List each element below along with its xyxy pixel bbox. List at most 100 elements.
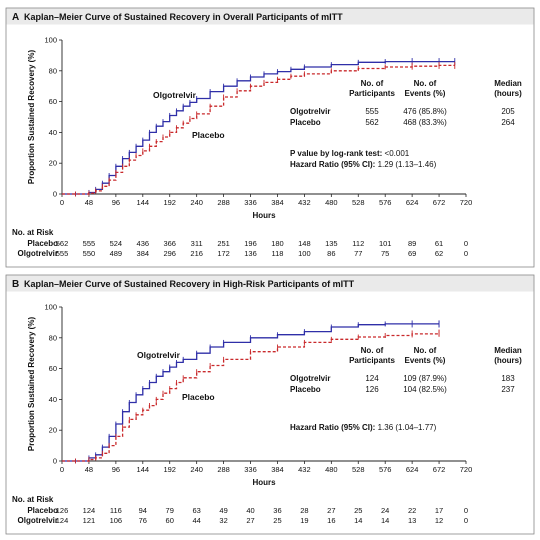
at-risk-header: No. at Risk [12, 495, 54, 504]
table-header: Median [494, 79, 522, 88]
at-risk-value: 86 [327, 249, 335, 258]
at-risk-header: No. at Risk [12, 228, 54, 237]
at-risk-value: 124 [83, 506, 96, 515]
table-header: No. of [414, 79, 437, 88]
y-axis-title: Proportion Sustained Recovery (%) [27, 317, 36, 452]
at-risk-value: 0 [464, 516, 468, 525]
x-tick-label: 576 [379, 465, 392, 474]
table-header: Participants [349, 356, 395, 365]
series-line-placebo [62, 64, 455, 195]
at-risk-value: 106 [110, 516, 123, 525]
at-risk-value: 135 [325, 239, 338, 248]
pvalue-label: P value by log-rank test: [290, 149, 382, 158]
x-tick-label: 96 [112, 465, 120, 474]
x-tick-label: 192 [163, 465, 176, 474]
at-risk-value: 61 [435, 239, 443, 248]
y-tick-label: 0 [53, 190, 57, 199]
y-tick-label: 20 [49, 159, 57, 168]
at-risk-value: 100 [298, 249, 311, 258]
at-risk-value: 13 [408, 516, 416, 525]
at-risk-value: 0 [464, 249, 468, 258]
panel-header-bar [6, 8, 534, 25]
at-risk-value: 27 [327, 506, 335, 515]
at-risk-group-placebo: Placebo [27, 239, 58, 248]
panel-b: B Kaplan–Meier Curve of Sustained Recover… [5, 274, 535, 535]
panel-title: Kaplan–Meier Curve of Sustained Recovery… [24, 12, 343, 22]
x-tick-label: 432 [298, 198, 311, 207]
panel-title: Kaplan–Meier Curve of Sustained Recovery… [24, 279, 355, 289]
at-risk-value: 25 [273, 516, 281, 525]
table-row-group: Olgotrelvir [290, 374, 330, 383]
at-risk-value: 550 [83, 249, 96, 258]
at-risk-value: 172 [217, 249, 230, 258]
at-risk-value: 19 [300, 516, 308, 525]
at-risk-group-olgotrelvir: Olgotrelvir [18, 249, 58, 258]
y-tick-label: 100 [44, 36, 57, 45]
x-tick-label: 48 [85, 198, 93, 207]
table-header: Median [494, 346, 522, 355]
at-risk-value: 126 [56, 506, 69, 515]
curve-label-olgotrelvir: Olgotrelvir [153, 90, 197, 100]
x-tick-label: 0 [60, 198, 64, 207]
hazard-ratio-value: 1.36 (1.04–1.77) [375, 423, 436, 432]
pvalue-line: P value by log-rank test: <0.001 [290, 149, 410, 158]
at-risk-value: 24 [381, 506, 389, 515]
table-header: Events (%) [405, 89, 446, 98]
table-row-participants: 555 [365, 107, 379, 116]
hazard-ratio-line: Hazard Ratio (95% CI): 1.36 (1.04–1.77) [290, 423, 437, 432]
table-row-events: 109 (87.9%) [403, 374, 447, 383]
x-tick-label: 0 [60, 465, 64, 474]
at-risk-value: 16 [327, 516, 335, 525]
panel-letter: A [12, 12, 19, 23]
table-row-group: Placebo [290, 385, 321, 394]
at-risk-value: 94 [139, 506, 147, 515]
x-tick-label: 288 [217, 198, 230, 207]
at-risk-value: 14 [354, 516, 362, 525]
x-tick-label: 192 [163, 198, 176, 207]
table-row-participants: 126 [365, 385, 379, 394]
table-row-group: Olgotrelvir [290, 107, 330, 116]
x-tick-label: 672 [433, 198, 446, 207]
x-tick-label: 576 [379, 198, 392, 207]
x-tick-label: 624 [406, 198, 419, 207]
series-line-olgotrelvir [62, 60, 455, 195]
at-risk-value: 75 [381, 249, 389, 258]
table-row-median: 264 [501, 118, 515, 127]
at-risk-value: 124 [56, 516, 69, 525]
at-risk-value: 524 [110, 239, 123, 248]
at-risk-value: 0 [464, 506, 468, 515]
y-tick-label: 100 [44, 303, 57, 312]
at-risk-value: 36 [273, 506, 281, 515]
at-risk-value: 555 [56, 249, 69, 258]
x-tick-label: 672 [433, 465, 446, 474]
panel-letter: B [12, 279, 19, 290]
at-risk-value: 180 [271, 239, 284, 248]
x-tick-label: 336 [244, 465, 257, 474]
y-tick-label: 40 [49, 395, 57, 404]
table-row-median: 205 [501, 107, 515, 116]
at-risk-value: 17 [435, 506, 443, 515]
at-risk-value: 63 [192, 506, 200, 515]
y-tick-label: 20 [49, 426, 57, 435]
x-tick-label: 240 [190, 198, 203, 207]
at-risk-value: 76 [139, 516, 147, 525]
y-tick-label: 40 [49, 128, 57, 137]
at-risk-value: 79 [166, 506, 174, 515]
table-header: Participants [349, 89, 395, 98]
at-risk-value: 69 [408, 249, 416, 258]
at-risk-value: 0 [464, 239, 468, 248]
at-risk-value: 384 [137, 249, 150, 258]
y-tick-label: 60 [49, 364, 57, 373]
table-header: (hours) [494, 89, 522, 98]
table-header: Events (%) [405, 356, 446, 365]
curve-label-olgotrelvir: Olgotrelvir [137, 350, 181, 360]
x-tick-label: 96 [112, 198, 120, 207]
at-risk-value: 489 [110, 249, 123, 258]
at-risk-value: 251 [217, 239, 230, 248]
at-risk-value: 118 [271, 249, 283, 258]
at-risk-value: 25 [354, 506, 362, 515]
at-risk-value: 436 [137, 239, 150, 248]
at-risk-group-olgotrelvir: Olgotrelvir [18, 516, 58, 525]
x-axis-title: Hours [252, 211, 276, 220]
table-row-events: 104 (82.5%) [403, 385, 447, 394]
